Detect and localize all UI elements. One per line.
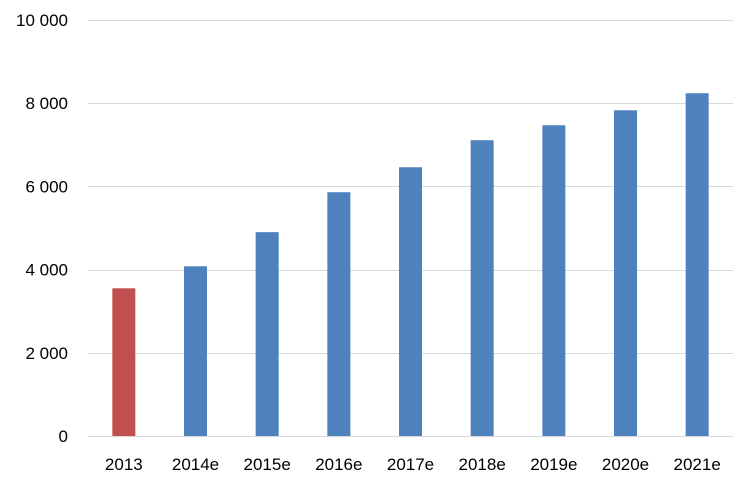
x-tick-label: 2021e (674, 455, 721, 474)
bar-2014e (184, 266, 207, 436)
x-tick-label: 2017e (387, 455, 434, 474)
bars (112, 93, 709, 437)
y-tick-label: 0 (59, 427, 68, 446)
bar-2021e (685, 93, 709, 436)
x-tick-label: 2019e (530, 455, 577, 474)
x-tick-label: 2013 (105, 455, 143, 474)
bar-2017e (399, 167, 422, 436)
y-tick-label: 4 000 (25, 261, 68, 280)
y-tick-label: 6 000 (25, 177, 68, 196)
bar-2018e (470, 140, 494, 436)
bar-2013 (112, 288, 136, 436)
bar-2020e (614, 110, 637, 436)
bar-2016e (327, 192, 351, 436)
y-axis-tick-labels: 0 2 000 4 000 6 000 8 000 10 000 (16, 11, 68, 446)
y-tick-label: 8 000 (25, 94, 68, 113)
x-tick-label: 2014e (172, 455, 219, 474)
x-tick-label: 2016e (315, 455, 362, 474)
x-tick-label: 2018e (459, 455, 506, 474)
x-tick-label: 2020e (602, 455, 649, 474)
y-tick-label: 2 000 (25, 344, 68, 363)
x-axis-tick-labels: 2013 2014e 2015e 2016e 2017e 2018e 2019e 2020e 2… (105, 455, 721, 474)
bar-2015e (255, 232, 279, 436)
bar-2019e (542, 125, 566, 437)
x-tick-label: 2015e (244, 455, 291, 474)
y-tick-label: 10 000 (16, 11, 68, 30)
